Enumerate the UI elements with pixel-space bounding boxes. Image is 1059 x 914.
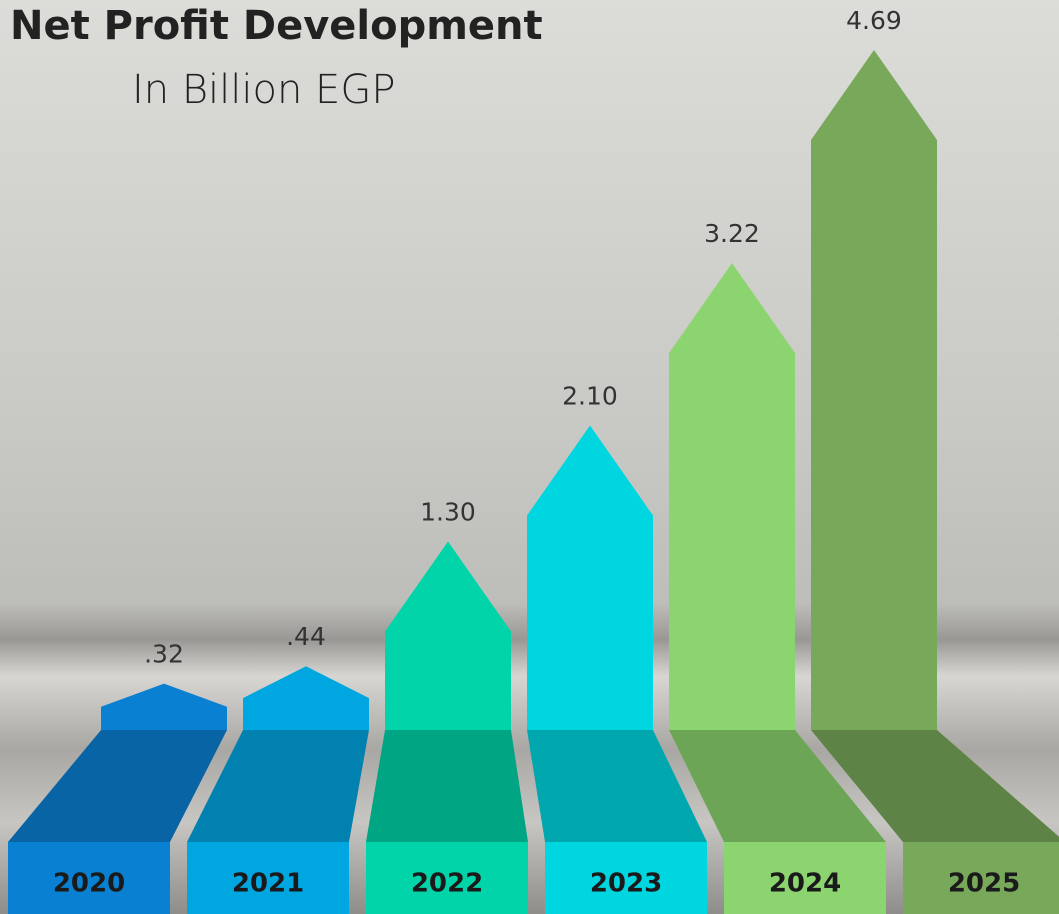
arrow-bar <box>243 666 369 730</box>
arrow-bar <box>527 426 653 730</box>
year-label: 2025 <box>948 869 1020 899</box>
chart-subtitle: In Billion EGP <box>132 67 395 113</box>
arrow-bar <box>669 263 795 730</box>
arrow-bar <box>385 542 511 730</box>
value-label: .32 <box>144 640 184 669</box>
chart-title: Net Profit Development <box>10 3 543 49</box>
value-label: 1.30 <box>420 498 476 527</box>
arrow-bar <box>101 684 227 730</box>
year-label: 2021 <box>232 869 304 899</box>
year-label: 2024 <box>769 869 841 899</box>
value-label: 4.69 <box>846 6 902 35</box>
year-label: 2022 <box>411 869 483 899</box>
value-label: 2.10 <box>562 382 618 411</box>
floor-strip <box>8 730 227 842</box>
floor-strip <box>366 730 528 842</box>
chart: Net Profit Development In Billion EGP 20… <box>0 0 1059 914</box>
year-label: 2023 <box>590 869 662 899</box>
arrow-bar <box>811 50 937 730</box>
value-label: 3.22 <box>704 219 760 248</box>
page: Net Profit Development In Billion EGP 20… <box>0 0 1059 914</box>
value-label: .44 <box>286 622 326 651</box>
year-label: 2020 <box>53 869 125 899</box>
